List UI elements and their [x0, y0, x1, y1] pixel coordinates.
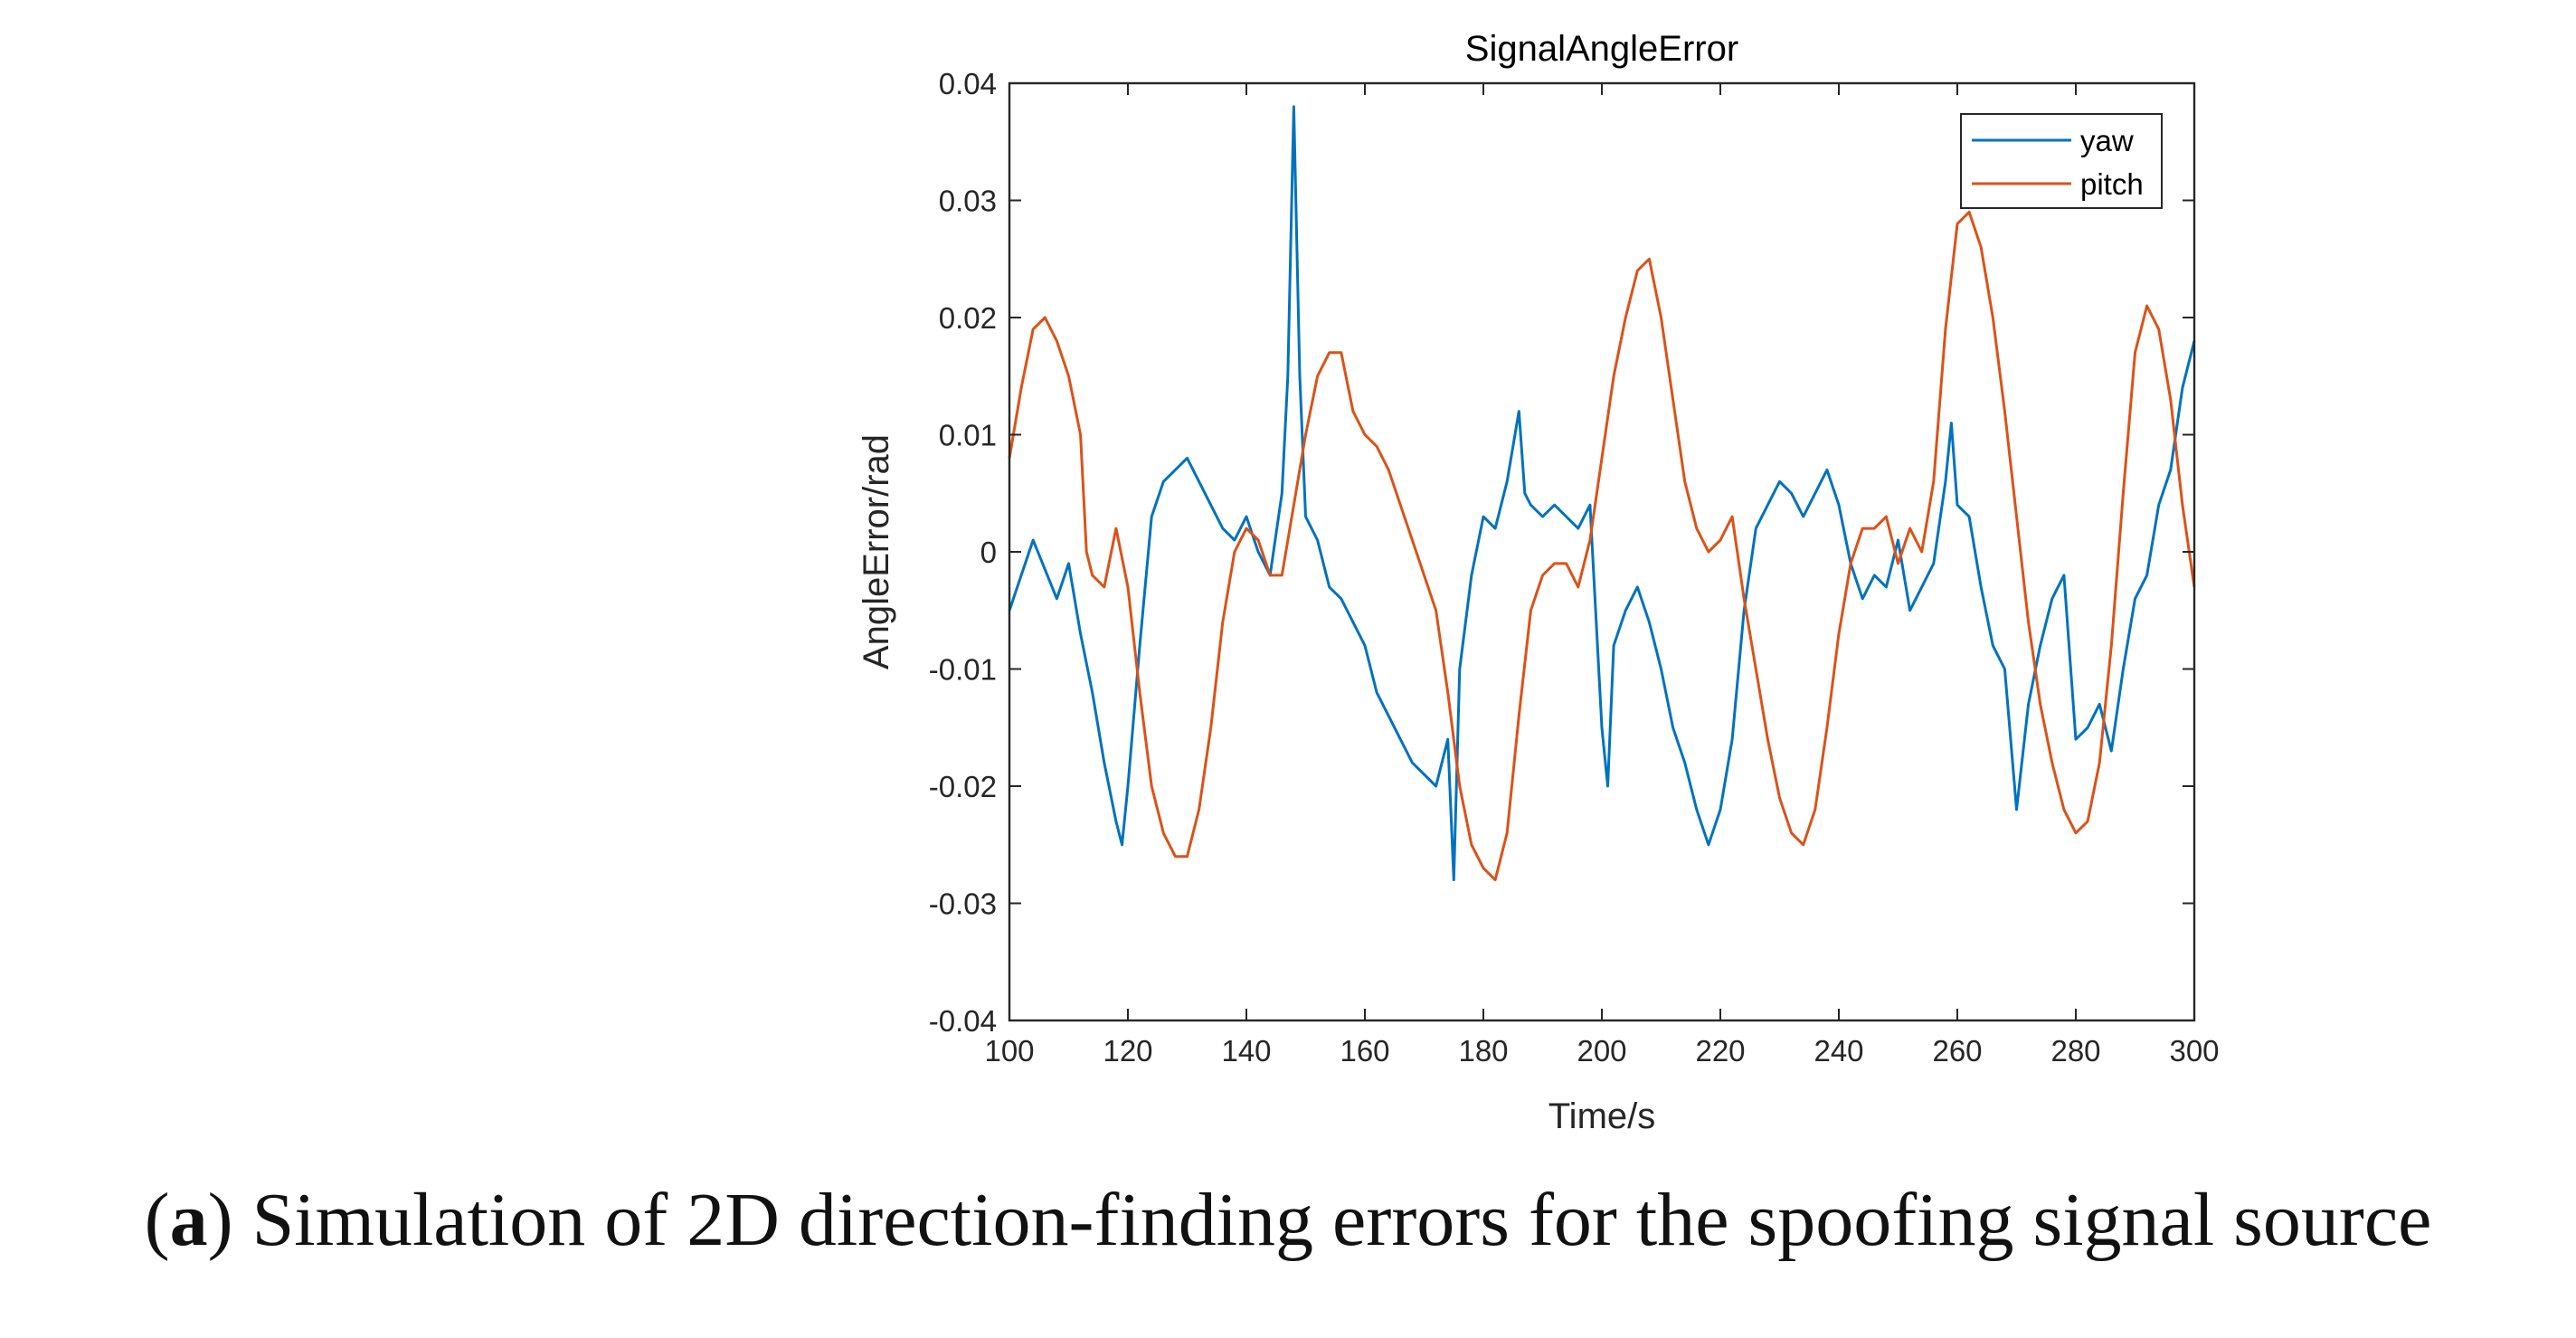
y-tick-label: 0.03	[939, 185, 997, 218]
y-tick-label: 0.04	[939, 67, 997, 100]
series-line-pitch	[1008, 210, 2196, 882]
legend-box	[1960, 113, 2163, 209]
x-tick-label: 280	[2050, 1034, 2100, 1068]
x-tick-label: 300	[2169, 1034, 2219, 1068]
x-tick-label: 180	[1458, 1034, 1508, 1068]
y-tick-label: -0.01	[929, 653, 997, 687]
x-tick-label: 100	[984, 1034, 1034, 1068]
y-tick-label: 0.02	[939, 301, 997, 335]
y-tick-label: 0	[980, 536, 997, 569]
x-tick-label: 120	[1103, 1034, 1152, 1068]
caption-label: a	[169, 1178, 208, 1262]
y-axis-label: AngleError/rad	[857, 434, 896, 669]
series-layer	[1008, 105, 2196, 882]
ticks-layer: 100 120 140 160 180 200 220 240 260 280 300 -0.04 -0…	[929, 67, 2220, 1068]
x-tick-label: 140	[1221, 1034, 1271, 1068]
figure-caption: (a) Simulation of 2D direction-finding e…	[144, 1178, 2432, 1262]
x-tick-label: 200	[1577, 1034, 1626, 1068]
series-line-yaw	[1008, 105, 2196, 882]
legend-label-pitch: pitch	[2080, 167, 2144, 201]
x-tick-label: 260	[1932, 1034, 1982, 1068]
y-tick-label: -0.04	[929, 1004, 997, 1038]
chart-title: SignalAngleError	[1465, 29, 1738, 69]
x-axis-label: Time/s	[1548, 1096, 1656, 1136]
plot-frame	[1008, 81, 2196, 1022]
caption-text: Simulation of 2D direction-finding error…	[251, 1178, 2432, 1262]
x-tick-label: 220	[1695, 1034, 1745, 1068]
plot-area	[1009, 83, 2194, 1020]
legend-label-yaw: yaw	[2080, 124, 2134, 157]
y-tick-label: -0.02	[929, 770, 997, 803]
legend: yaw pitch	[1960, 113, 2163, 209]
x-tick-label: 160	[1340, 1034, 1389, 1068]
y-tick-label: 0.01	[939, 419, 997, 452]
y-tick-label: -0.03	[929, 887, 997, 921]
x-tick-label: 240	[1814, 1034, 1863, 1068]
